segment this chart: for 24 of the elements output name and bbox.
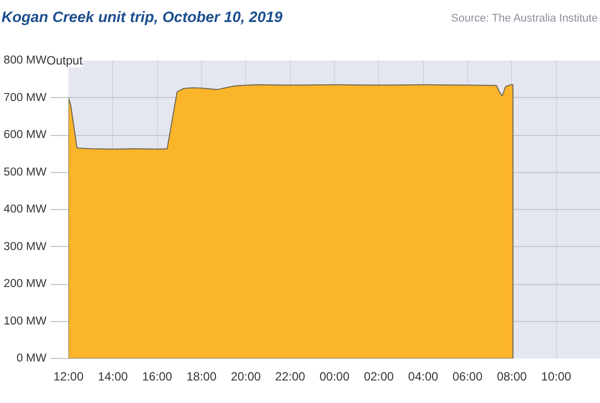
y-tick-label: 700 MW bbox=[4, 92, 47, 104]
y-tick-label: 400 MW bbox=[4, 204, 47, 216]
x-tick-label: 10:00 bbox=[541, 370, 572, 384]
y-tick-label: 500 MW bbox=[4, 166, 47, 178]
x-tick-label: 06:00 bbox=[452, 370, 483, 384]
x-tick-label: 18:00 bbox=[186, 370, 217, 384]
x-tick-label: 08:00 bbox=[496, 370, 528, 384]
x-tick-label: 16:00 bbox=[142, 370, 173, 384]
y-tick-label: 300 MW bbox=[4, 240, 47, 253]
x-tick-label: 14:00 bbox=[98, 370, 128, 384]
x-tick-label: 12:00 bbox=[53, 370, 84, 384]
chart-title: Kogan Creek unit trip, October 10, 2019 bbox=[2, 9, 284, 26]
y-tick-label: 200 MW bbox=[4, 278, 47, 290]
y-tick-label: 600 MW bbox=[4, 129, 47, 141]
x-tick-label: 00:00 bbox=[319, 370, 350, 384]
y-tick-label: 0 MW bbox=[16, 352, 47, 364]
y-axis-title: Output bbox=[46, 54, 84, 68]
x-tick-label: 04:00 bbox=[408, 370, 439, 384]
y-tick-label: 100 MW bbox=[4, 315, 47, 328]
source-note: Source: The Australia Institute bbox=[451, 12, 598, 24]
x-tick-label: 20:00 bbox=[230, 370, 262, 384]
y-tick-label: 800 MW bbox=[4, 54, 47, 66]
x-tick-label: 02:00 bbox=[364, 370, 394, 384]
x-tick-label: 22:00 bbox=[275, 370, 306, 384]
